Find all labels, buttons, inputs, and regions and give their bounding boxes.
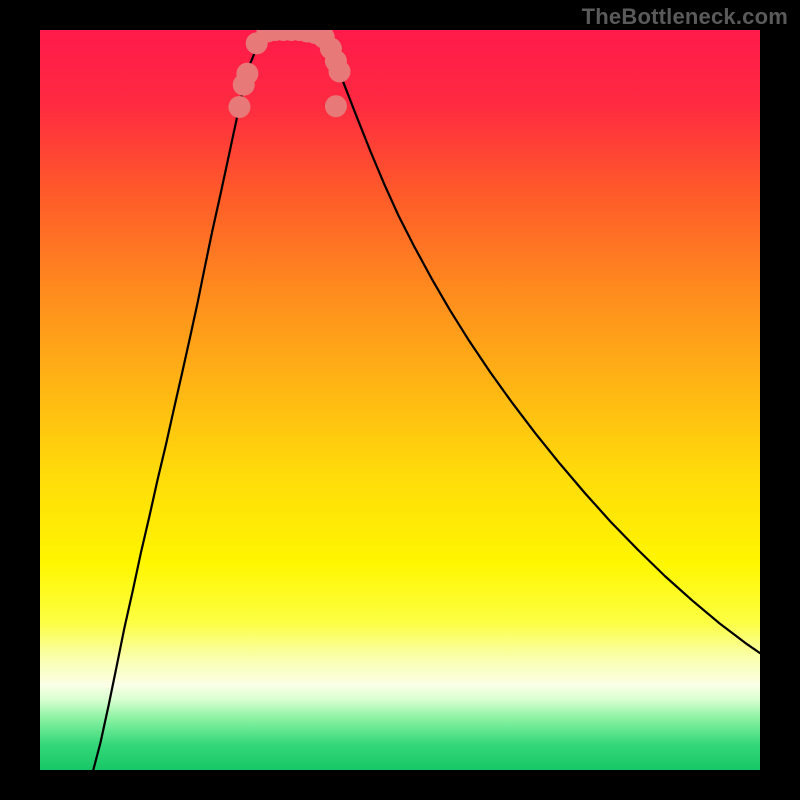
bottleneck-chart	[40, 30, 760, 770]
marker-dot	[325, 95, 347, 117]
marker-dot	[329, 60, 351, 82]
chart-frame: TheBottleneck.com	[0, 0, 800, 800]
watermark-label: TheBottleneck.com	[582, 4, 788, 30]
marker-dot	[228, 96, 250, 118]
marker-dot	[236, 63, 258, 85]
gradient-background	[40, 30, 760, 770]
